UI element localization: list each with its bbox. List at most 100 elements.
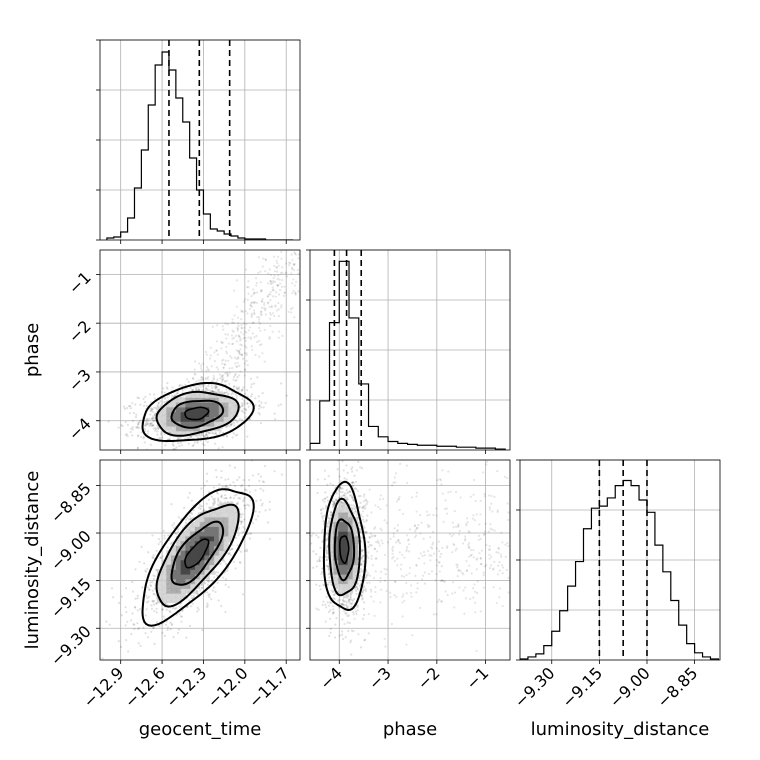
- sample-point: [159, 556, 162, 560]
- sample-point: [220, 494, 223, 497]
- sample-point: [324, 506, 328, 510]
- sample-point: [157, 427, 160, 430]
- sample-point: [172, 448, 175, 450]
- sample-point: [188, 624, 192, 628]
- sample-point: [336, 468, 339, 471]
- sample-point: [236, 544, 239, 547]
- sample-point: [301, 243, 303, 245]
- sample-point: [229, 553, 232, 557]
- density-bin: [218, 526, 225, 532]
- sample-point: [124, 420, 127, 424]
- sample-point: [250, 305, 253, 308]
- sample-point: [234, 393, 237, 396]
- sample-point: [260, 300, 263, 303]
- sample-point: [124, 587, 128, 590]
- sample-point: [321, 567, 324, 570]
- sample-point: [201, 378, 204, 381]
- sample-point: [228, 551, 231, 554]
- density-bin: [156, 578, 163, 585]
- density-bin: [194, 421, 201, 427]
- sample-point: [338, 634, 341, 637]
- density-bin: [194, 402, 201, 408]
- sample-point: [140, 431, 143, 434]
- density-bin: [190, 521, 196, 527]
- sample-point: [205, 502, 208, 505]
- density-bin: [194, 531, 201, 537]
- sample-point: [340, 630, 344, 633]
- sample-point: [171, 386, 174, 389]
- sample-point: [209, 346, 212, 349]
- sample-point: [321, 499, 324, 502]
- sample-point: [341, 460, 344, 463]
- sample-point: [199, 385, 202, 388]
- density-bin: [209, 392, 215, 398]
- sample-point: [275, 291, 278, 294]
- sample-point: [212, 374, 215, 377]
- sample-point: [293, 316, 296, 319]
- sample-point: [227, 552, 231, 555]
- density-bin: [233, 507, 239, 513]
- sample-point: [154, 429, 157, 432]
- sample-point: [224, 478, 227, 481]
- sample-point: [315, 565, 318, 568]
- density-bin: [223, 411, 229, 417]
- sample-point: [196, 592, 199, 595]
- sample-point: [239, 513, 242, 516]
- sample-point: [151, 534, 154, 537]
- sample-point: [260, 289, 263, 292]
- sample-point: [146, 422, 149, 425]
- sample-point: [157, 427, 160, 430]
- sample-point: [225, 352, 229, 355]
- sample-point: [312, 566, 315, 569]
- sample-point: [351, 496, 354, 499]
- sample-point: [339, 500, 343, 503]
- sample-point: [276, 277, 279, 280]
- sample-point: [325, 558, 328, 562]
- sample-point: [293, 264, 296, 267]
- sample-point: [184, 383, 187, 387]
- sample-point: [339, 486, 342, 489]
- sample-point: [329, 511, 333, 514]
- sample-point: [200, 487, 203, 490]
- sample-point: [224, 497, 228, 500]
- y-tick-label: −3: [65, 365, 95, 395]
- sample-point: [345, 605, 348, 608]
- sample-point: [233, 484, 237, 487]
- sample-point: [153, 609, 156, 613]
- sample-point: [191, 388, 194, 392]
- density-bin: [180, 593, 187, 599]
- sample-point: [147, 551, 150, 554]
- sample-point: [211, 390, 214, 393]
- sample-point: [159, 436, 162, 440]
- density-bin: [190, 406, 196, 413]
- sample-point: [268, 268, 271, 271]
- sample-point: [350, 504, 353, 507]
- sample-point: [279, 403, 283, 406]
- density-bin: [180, 583, 187, 589]
- sample-point: [319, 509, 323, 512]
- sample-point: [232, 376, 236, 379]
- sample-point: [127, 405, 131, 408]
- sample-point: [249, 377, 253, 380]
- sample-point: [315, 583, 318, 586]
- sample-point: [280, 473, 283, 476]
- sample-point: [326, 564, 330, 568]
- sample-point: [238, 353, 241, 356]
- sample-point: [273, 270, 277, 273]
- sample-point: [153, 416, 156, 419]
- sample-point: [261, 298, 264, 301]
- sample-point: [117, 601, 121, 604]
- sample-point: [139, 644, 142, 647]
- x-tick-label: −12.9: [79, 663, 127, 711]
- sample-point: [150, 407, 153, 410]
- sample-point: [197, 388, 200, 391]
- sample-point: [157, 401, 160, 405]
- sample-point: [200, 586, 204, 590]
- sample-point: [131, 434, 134, 437]
- sample-point: [146, 636, 150, 639]
- sample-point: [332, 605, 335, 608]
- sample-point: [131, 426, 134, 429]
- sample-point: [196, 386, 199, 389]
- density-bin: [199, 402, 206, 408]
- sample-point: [246, 402, 249, 405]
